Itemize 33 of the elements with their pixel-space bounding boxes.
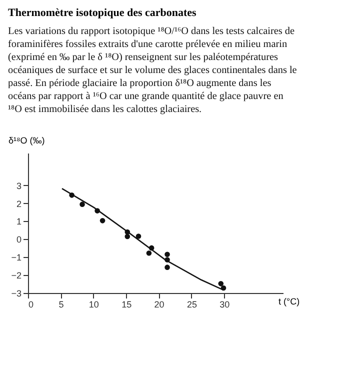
x-tick-label: 25 — [186, 300, 197, 310]
text: océans par rapport à ¹⁶O car une grande quantité de glace pauvre en — [8, 90, 284, 102]
y-tick-label: −3 — [11, 288, 22, 298]
text: Les variations du rapport isotopique ¹⁸O/¹⁶O dans les tests calcaires de — [8, 26, 295, 37]
point — [100, 218, 106, 224]
y-tick-label: −2 — [11, 270, 22, 281]
y-tick-label: 3 — [16, 180, 22, 191]
point — [164, 252, 170, 258]
x-tick-label: 20 — [154, 300, 164, 310]
y-tick-label: −1 — [11, 252, 22, 263]
point — [164, 264, 170, 270]
chart-title: Thermomètre isotopique des carbonates — [8, 6, 198, 19]
x-tick-label: 5 — [58, 300, 64, 310]
point — [124, 234, 130, 240]
x-axis-title: t (°C) — [278, 296, 300, 306]
point — [218, 281, 224, 286]
x-tick-label: 15 — [122, 300, 132, 310]
point — [220, 285, 226, 291]
text: océaniques de surface et sur le volume des glaces continentales dans le — [8, 64, 297, 76]
y-tick-label: 0 — [16, 234, 22, 245]
x-tick-label: 0 — [28, 300, 34, 310]
x-tick-label: 10 — [88, 300, 99, 310]
text: ¹⁸O est immobilisée dans les calottes glaciaires. — [8, 104, 202, 115]
text: foraminifères fossiles extraits d'une carotte prélevée en milieu marin — [8, 38, 288, 50]
y-tick-label: 1 — [16, 216, 22, 227]
text: passé. En période glaciaire la proportion δ¹⁸O augmente dans les — [8, 78, 272, 89]
point — [80, 202, 85, 207]
text: (exprimé en ‰ par le δ ¹⁸O) renseignent sur les paléotempératures — [8, 52, 278, 63]
point — [136, 234, 142, 239]
y-tick-label: 2 — [16, 198, 22, 209]
y-axis-title: δ¹⁸O (‰) — [8, 136, 45, 146]
x-tick-label: 30 — [220, 300, 230, 310]
point — [146, 250, 152, 256]
